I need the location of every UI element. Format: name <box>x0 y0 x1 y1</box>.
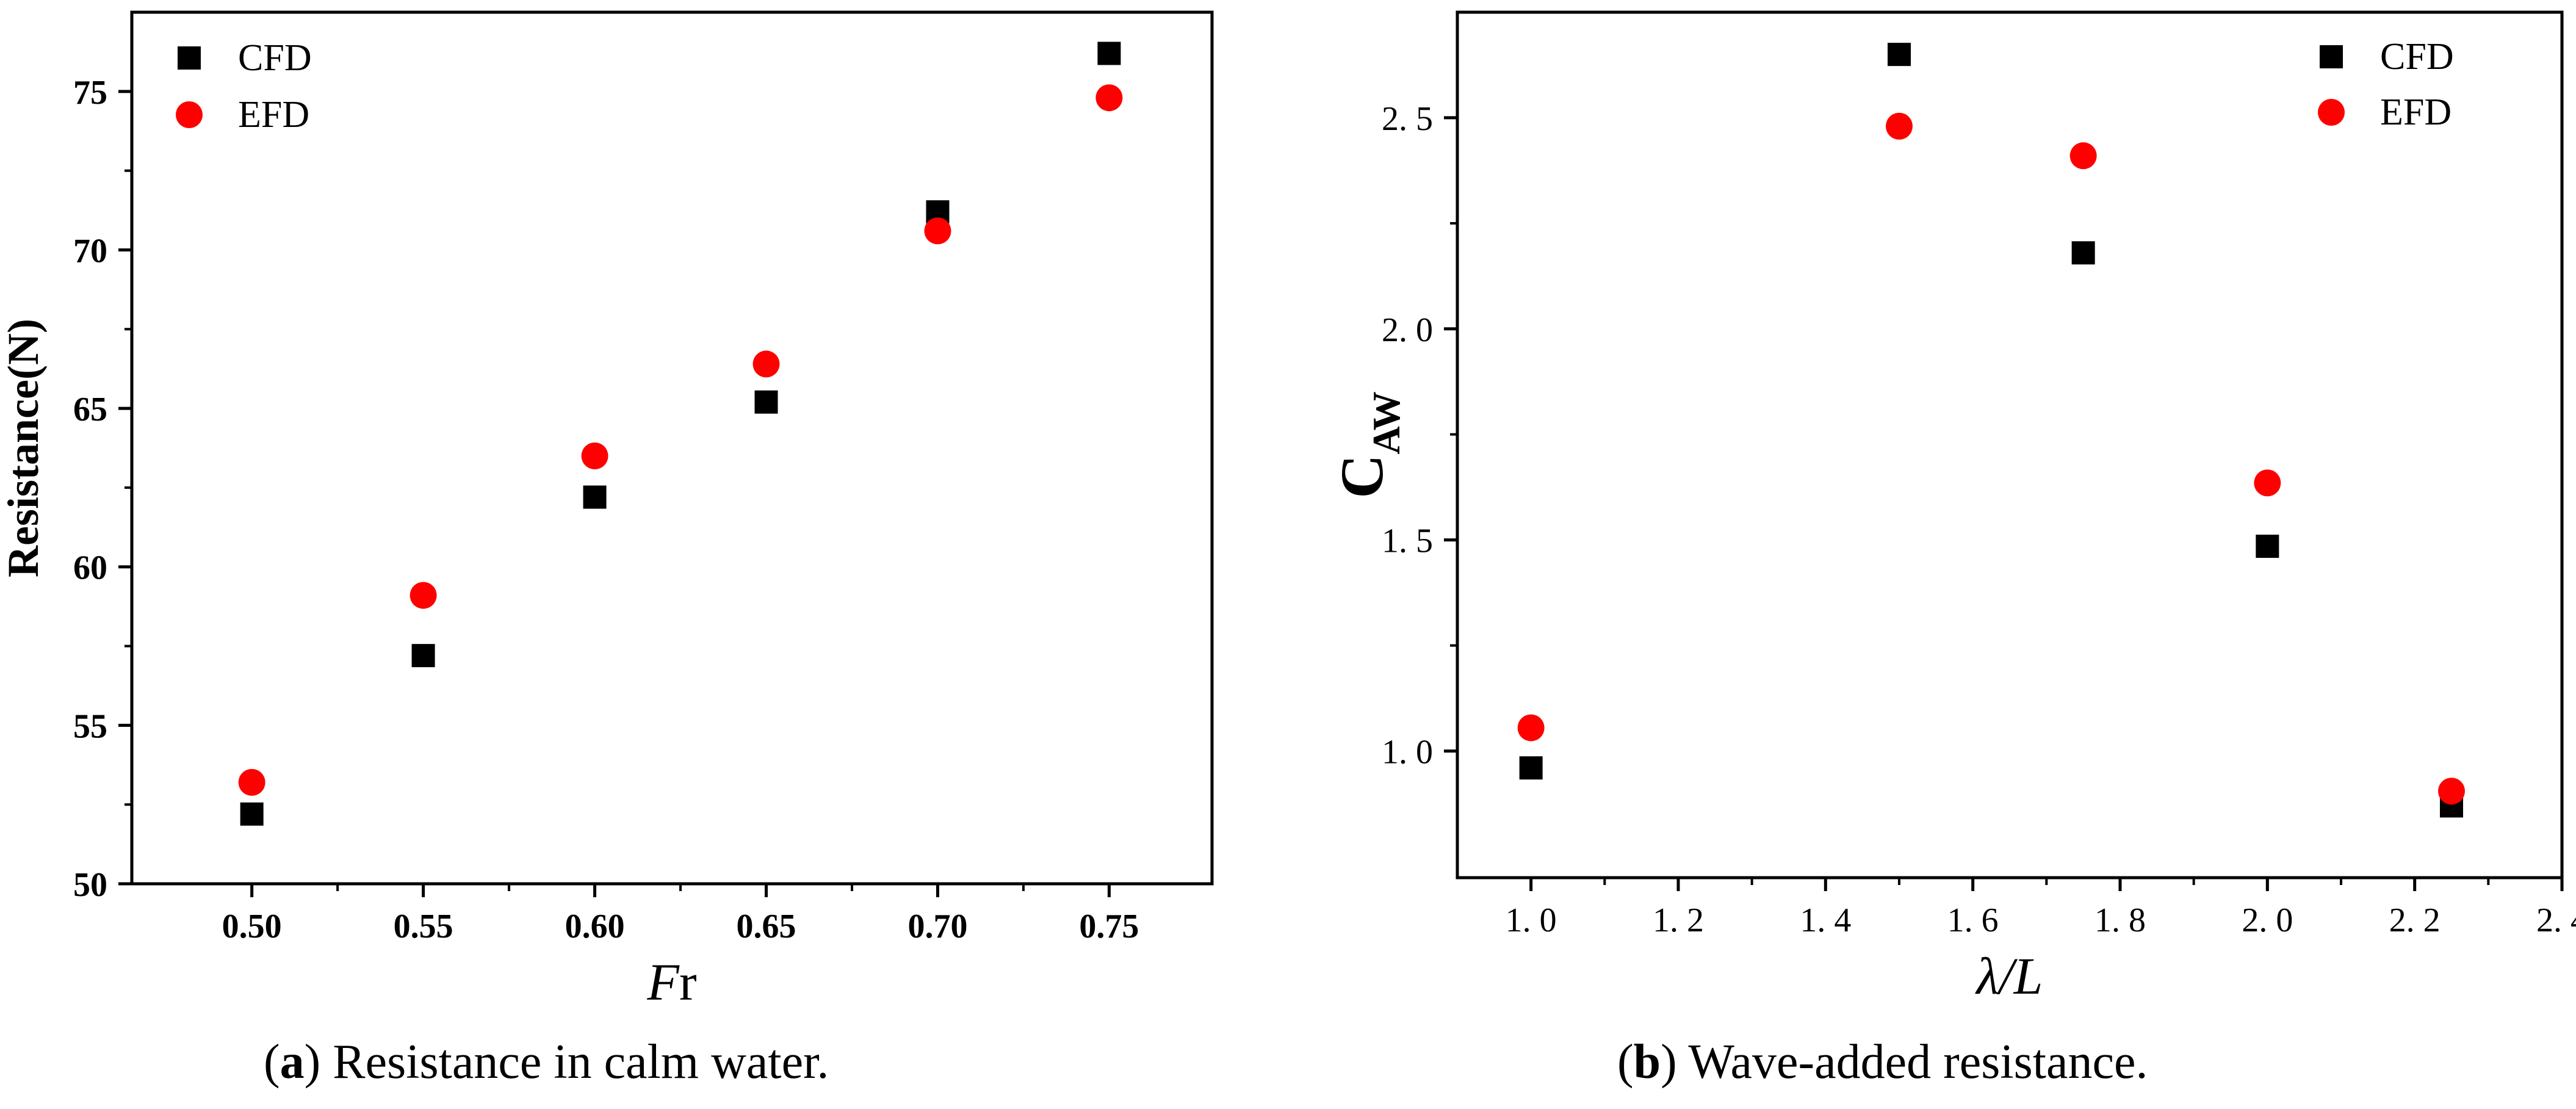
x-tick-label-a: 0.75 <box>1079 908 1139 945</box>
x-tick-label-b: 1. 2 <box>1653 901 1704 939</box>
y-tick-label-b: 1. 0 <box>1382 733 1433 771</box>
y-tick-label-a: 75 <box>73 74 107 112</box>
x-tick-label-a: 0.50 <box>222 908 282 945</box>
caption-b: (b) Wave-added resistance. <box>1617 1031 2148 1093</box>
data-point-cfd <box>754 390 778 414</box>
x-tick-label-b: 1. 6 <box>1947 901 1999 939</box>
legend-label-efd: EFD <box>238 94 309 135</box>
legend-marker-cfd <box>178 46 201 70</box>
y-tick-label-a: 55 <box>73 707 107 745</box>
x-axis-label-rest-a: r <box>679 953 697 1011</box>
x-tick-label-b: 2. 4 <box>2536 901 2576 939</box>
data-point-efd <box>238 768 265 796</box>
data-point-efd <box>924 217 951 245</box>
data-point-cfd <box>2256 535 2279 558</box>
x-tick-label-b: 1. 4 <box>1800 901 1851 939</box>
y-axis-label-sub-b: AW <box>1365 391 1408 454</box>
legend-marker-efd <box>2318 99 2345 126</box>
y-tick-label-b: 2. 5 <box>1382 100 1433 138</box>
legend-label-cfd: CFD <box>2380 36 2454 78</box>
x-tick-label-b: 2. 2 <box>2389 901 2441 939</box>
data-point-efd <box>1517 714 1545 742</box>
y-axis-label-b: CAW <box>1328 391 1408 498</box>
caption-b-letter: b <box>1633 1035 1661 1089</box>
x-axis-label-a: Fr <box>646 953 696 1011</box>
legend-label-efd: EFD <box>2380 92 2452 133</box>
data-point-cfd <box>1097 42 1121 65</box>
x-axis-label-italic-b: λ/L <box>1975 947 2043 1005</box>
caption-a-text: Resistance in calm water. <box>320 1035 829 1089</box>
legend-b: CFD EFD <box>2318 36 2454 133</box>
x-tick-label-b: 1. 0 <box>1506 901 1557 939</box>
y-tick-label-b: 1. 5 <box>1382 522 1433 560</box>
plot-frame-a <box>130 10 1214 886</box>
y-tick-label-a: 65 <box>73 391 107 428</box>
x-tick-label-a: 0.70 <box>907 908 967 945</box>
data-point-cfd <box>1519 756 1543 780</box>
caption-b-close-paren: ) <box>1661 1035 1677 1089</box>
caption-b-open-paren: ( <box>1617 1035 1634 1089</box>
data-point-efd <box>2438 778 2465 805</box>
chart-b-wave-added-resistance: 1. 0 1. 2 1. 4 1. 6 1. 8 2. 0 2. 2 2. 4 1. 0 1. 5… <box>1328 10 2576 1005</box>
chart-a-resistance-calm-water: 0.50 0.55 0.60 0.65 0.70 0.75 50 55 60 65 70 75 Fr Re… <box>0 10 1214 1011</box>
x-tick-label-b: 1. 8 <box>2094 901 2146 939</box>
caption-a-letter: a <box>280 1035 305 1089</box>
data-point-efd <box>752 350 780 378</box>
caption-a: (a) Resistance in calm water. <box>264 1031 829 1093</box>
data-point-efd <box>581 442 608 469</box>
x-tick-label-b: 2. 0 <box>2242 901 2293 939</box>
x-tick-label-a: 0.55 <box>394 908 453 945</box>
data-point-efd <box>1095 84 1123 112</box>
legend-a: CFD EFD <box>176 37 312 135</box>
data-point-cfd <box>411 644 435 668</box>
y-tick-label-a: 70 <box>73 232 107 270</box>
legend-label-cfd: CFD <box>238 37 312 79</box>
y-axis-label-a: Resistance(N) <box>0 319 48 577</box>
legend-marker-efd <box>176 101 203 128</box>
data-point-cfd <box>2071 241 2095 265</box>
x-axis-label-b: λ/L <box>1975 947 2043 1005</box>
data-point-efd <box>2254 469 2281 497</box>
x-tick-label-a: 0.65 <box>737 908 796 945</box>
x-axis-label-italic-a: F <box>646 953 680 1011</box>
y-tick-label-b: 2. 0 <box>1382 311 1433 349</box>
data-point-cfd <box>240 802 264 826</box>
plot-frame-b <box>1456 10 2564 880</box>
data-point-cfd <box>1888 43 1911 67</box>
data-point-efd <box>2069 142 2097 170</box>
y-axis-label-main-b: C <box>1328 454 1396 498</box>
data-point-efd <box>409 582 437 609</box>
caption-a-close-paren: ) <box>304 1035 321 1089</box>
data-point-efd <box>1886 112 1913 140</box>
data-point-cfd <box>583 485 607 509</box>
y-tick-label-a: 50 <box>73 866 107 904</box>
legend-marker-cfd <box>2320 45 2343 68</box>
caption-a-open-paren: ( <box>264 1035 280 1089</box>
caption-b-text: Wave-added resistance. <box>1676 1035 2148 1089</box>
x-tick-label-a: 0.60 <box>565 908 625 945</box>
y-tick-label-a: 60 <box>73 549 107 587</box>
